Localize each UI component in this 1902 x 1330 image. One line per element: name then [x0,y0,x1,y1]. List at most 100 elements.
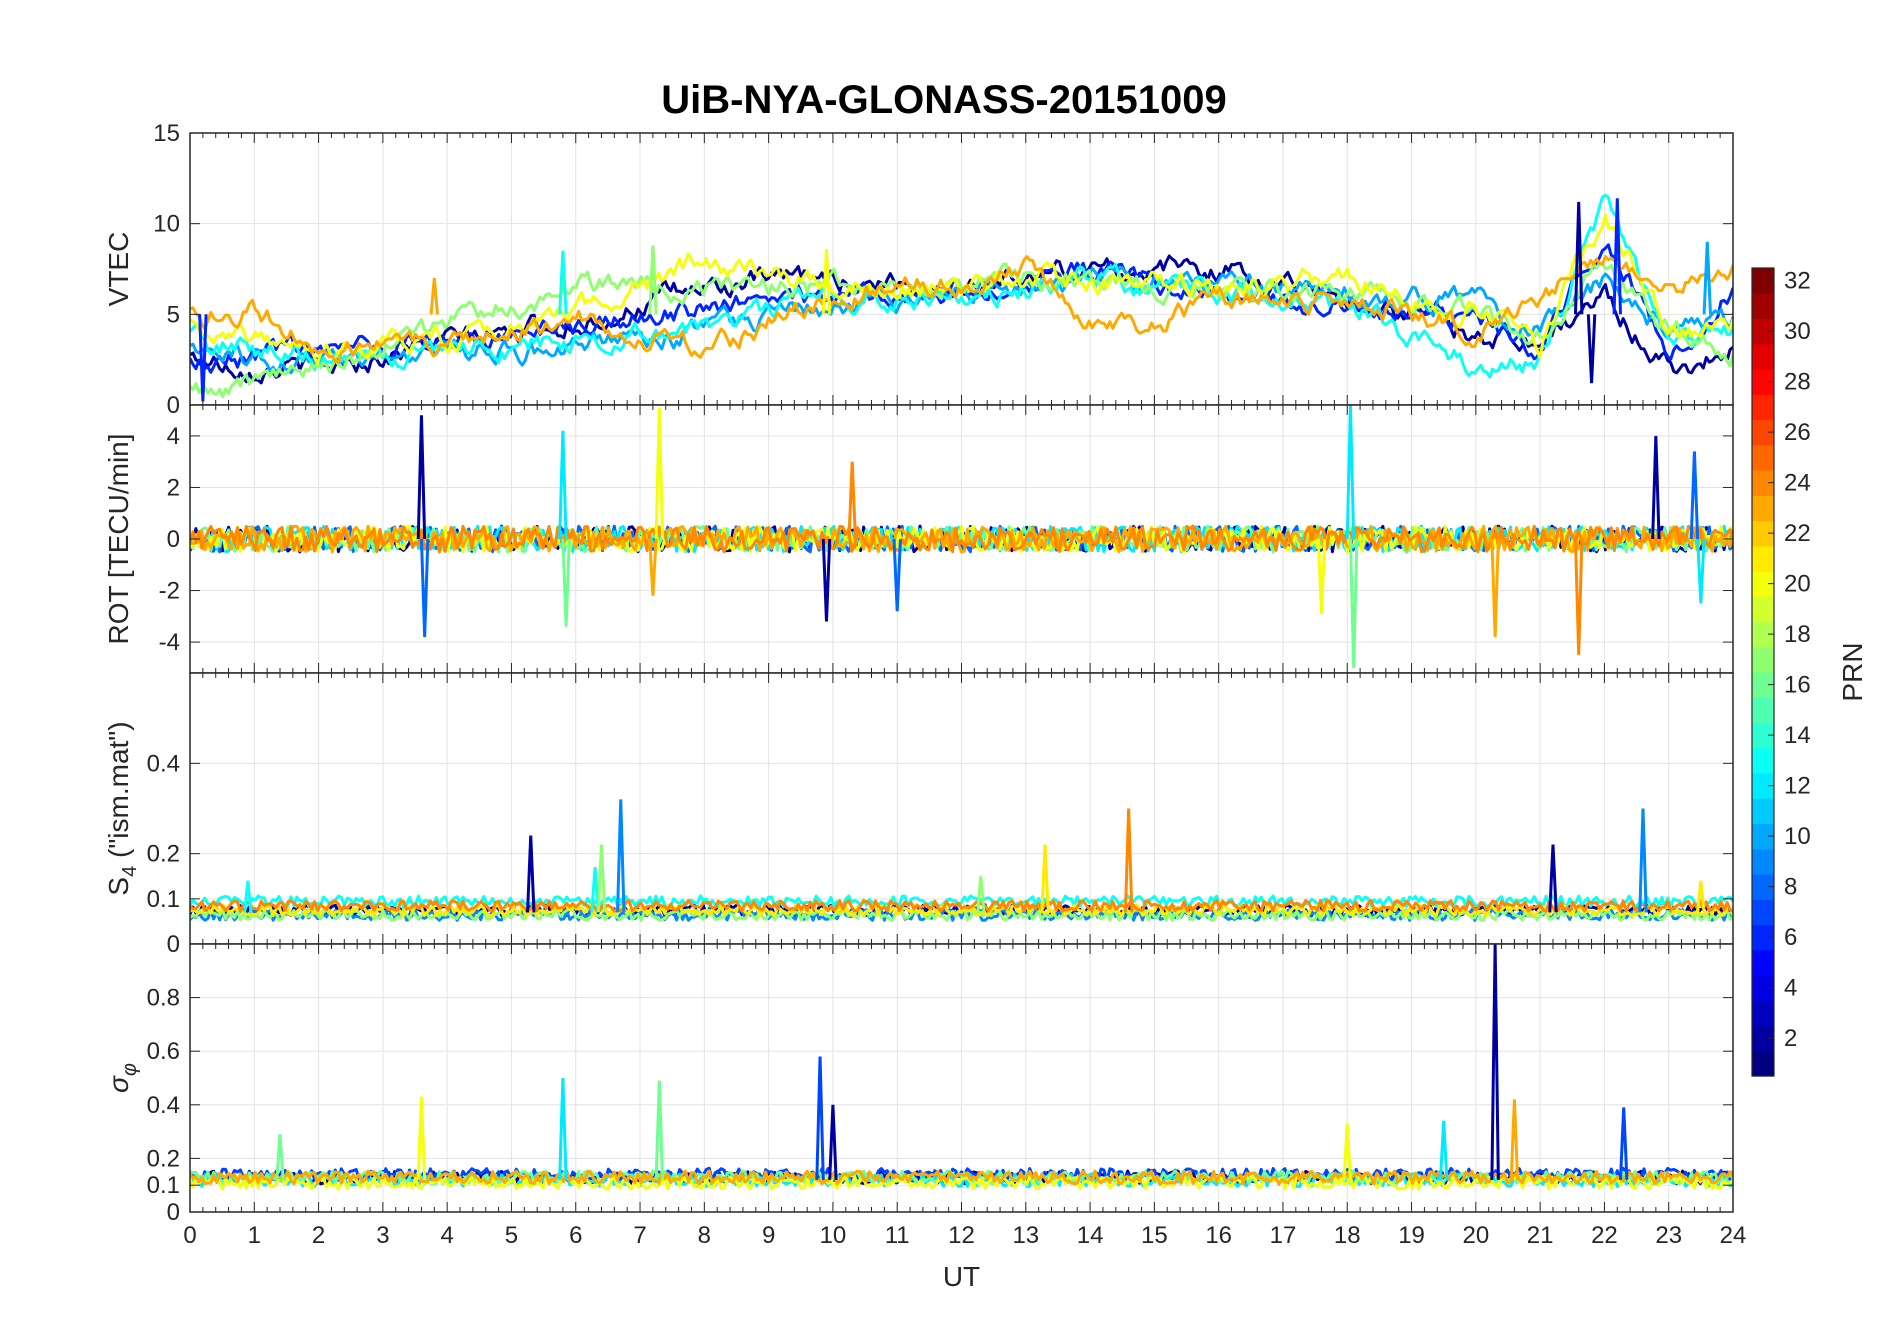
y-tick-label: 2 [167,474,180,501]
series-line-prn-23 [190,1169,1733,1186]
spike-mark [243,880,253,913]
x-tick-label: 23 [1655,1222,1682,1249]
colorbar-tick-label: 26 [1784,419,1811,446]
spike-mark [1490,538,1500,637]
series-line-prn-24 [190,898,1733,913]
colorbar-frame [1751,267,1775,1077]
colorbar-tick-label: 30 [1784,318,1811,345]
y-axis-label: S4 ("ism.mat") [103,721,141,895]
y-tick-label: 0.1 [147,1172,180,1199]
colorbar-swatch [1752,621,1774,648]
colorbar-swatch [1752,1050,1774,1077]
colorbar-tick-label: 22 [1784,520,1811,547]
y-tick-label: 0 [167,392,180,419]
y-tick-label: 0.4 [147,750,180,777]
spike-mark [1696,880,1706,913]
colorbar-tick-label: 32 [1784,268,1811,295]
spike-mark [1548,844,1558,913]
y-tick-label: 15 [153,120,180,147]
colorbar-swatch [1752,318,1774,345]
colorbar-swatch [1752,293,1774,320]
x-axis-label: UT [943,1261,980,1292]
x-tick-label: 7 [633,1222,646,1249]
x-tick-label: 16 [1205,1222,1232,1249]
spike-mark [590,867,600,913]
series-group [190,944,1733,1191]
colorbar-swatch [1752,672,1774,698]
spike-mark [419,538,430,637]
colorbar-swatch [1752,545,1774,572]
colorbar-tick-label: 2 [1784,1025,1797,1052]
x-tick-label: 20 [1462,1222,1489,1249]
x-tick-label: 22 [1591,1222,1618,1249]
colorbar-swatch [1752,747,1774,774]
chart-title: UiB-NYA-GLONASS-20151009 [661,78,1226,122]
spike-mark [847,461,857,540]
colorbar-swatch [1752,1025,1774,1052]
x-tick-label: 6 [569,1222,582,1249]
colorbar-swatch [1752,596,1774,623]
colorbar-swatch [1752,924,1774,951]
colorbar-swatch [1752,899,1774,926]
spike-mark [1342,1123,1352,1180]
y-tick-label: 0.6 [147,1038,180,1065]
y-tick-label: 0.1 [147,886,180,913]
series-line-prn-13 [190,894,1733,909]
spike-mark [828,1104,838,1180]
series-line-prn-20 [190,213,1733,366]
spike-mark [1509,1099,1520,1180]
y-tick-label: 10 [153,211,180,238]
colorbar-swatch [1752,848,1774,875]
x-tick-label: 8 [698,1222,711,1249]
colorbar-swatch [1752,444,1774,471]
x-tick-label: 4 [440,1222,453,1249]
y-tick-label: -4 [159,629,180,656]
x-tick-label: 19 [1398,1222,1425,1249]
x-tick-label: 21 [1527,1222,1554,1249]
colorbar-tick-label: 10 [1784,823,1811,850]
spike-mark [1638,808,1648,913]
y-tick-label: 4 [167,423,180,450]
colorbar-tick-label: 6 [1784,924,1797,951]
spike-mark [596,844,607,913]
y-tick-label: 0.8 [147,985,180,1012]
colorbar-swatch [1752,773,1774,799]
colorbar-swatch [1752,949,1774,976]
spike-mark [558,430,568,540]
colorbar-swatch [1752,975,1774,1001]
x-tick-label: 1 [248,1222,261,1249]
spike-mark [821,538,832,622]
spike-mark [1612,198,1622,315]
colorbar-tick-label: 14 [1784,722,1811,749]
spike-mark [1490,944,1500,1180]
spike-mark [1438,1120,1449,1180]
x-tick-label: 2 [312,1222,325,1249]
spike-mark [616,799,626,913]
colorbar-swatch [1752,823,1774,850]
colorbar-tick-label: 12 [1784,773,1811,800]
y-tick-label: -2 [159,578,180,605]
spike-mark [1573,538,1584,656]
spike-mark [561,538,571,627]
colorbar-tick-label: 24 [1784,470,1811,497]
spike-mark [821,248,832,315]
colorbar-swatch [1752,268,1774,294]
spike-mark [648,245,658,315]
spike-mark [1651,435,1661,540]
spike-mark [526,835,536,913]
panel-vtec: 0 5 10 15 VTEC [103,120,1734,419]
spike-mark [416,415,427,540]
x-tick-label: 14 [1077,1222,1104,1249]
colorbar-swatch [1752,369,1774,395]
spike-mark [275,1134,285,1180]
panel-s4: 0 0.1 0.2 0.4S4 ("ism.mat") [103,672,1734,958]
colorbar-swatch [1752,798,1774,825]
colorbar-swatch [1752,571,1774,597]
x-tick-label: 0 [183,1222,196,1249]
colorbar-tick-label: 16 [1784,672,1811,699]
x-tick-label: 15 [1141,1222,1168,1249]
